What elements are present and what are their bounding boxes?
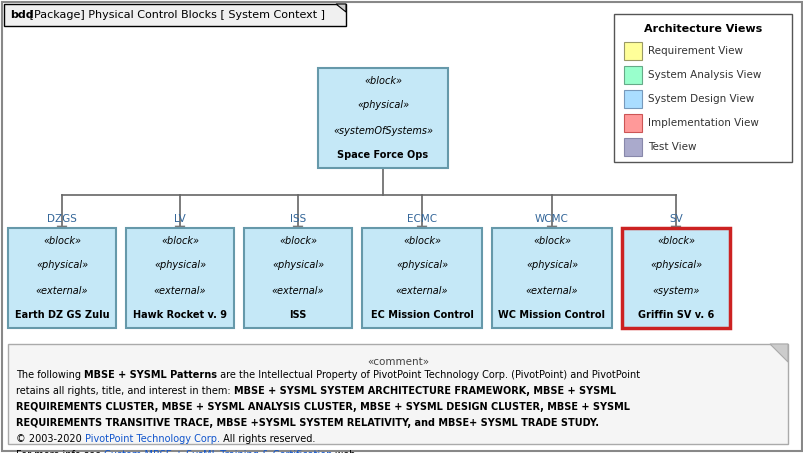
Text: «physical»: «physical» bbox=[525, 260, 577, 270]
Text: «block»: «block» bbox=[402, 236, 441, 246]
Polygon shape bbox=[336, 4, 345, 12]
FancyBboxPatch shape bbox=[126, 228, 234, 328]
FancyBboxPatch shape bbox=[8, 344, 787, 444]
Polygon shape bbox=[175, 226, 185, 234]
FancyBboxPatch shape bbox=[361, 228, 482, 328]
Text: EC Mission Control: EC Mission Control bbox=[370, 310, 473, 321]
Text: bdd: bdd bbox=[10, 10, 34, 20]
Text: REQUIREMENTS TRANSITIVE TRACE, MBSE +SYSML SYSTEM RELATIVITY, and MBSE+ SYSML TR: REQUIREMENTS TRANSITIVE TRACE, MBSE +SYS… bbox=[16, 418, 598, 428]
Text: «external»: «external» bbox=[271, 285, 324, 295]
Text: web.: web. bbox=[332, 450, 358, 453]
Text: retains all rights, title, and interest in them:: retains all rights, title, and interest … bbox=[16, 386, 234, 396]
Text: System Analysis View: System Analysis View bbox=[647, 70, 760, 80]
Text: © 2003-2020: © 2003-2020 bbox=[16, 434, 85, 444]
Text: «systemOfSystems»: «systemOfSystems» bbox=[332, 125, 433, 135]
FancyBboxPatch shape bbox=[623, 114, 642, 132]
Text: Requirement View: Requirement View bbox=[647, 46, 742, 56]
Text: MBSE + SYSML SYSTEM ARCHITECTURE FRAMEWORK, MBSE + SYSML: MBSE + SYSML SYSTEM ARCHITECTURE FRAMEWO… bbox=[234, 386, 615, 396]
Text: Earth DZ GS Zulu: Earth DZ GS Zulu bbox=[14, 310, 109, 321]
Text: WC Mission Control: WC Mission Control bbox=[498, 310, 605, 321]
FancyBboxPatch shape bbox=[318, 68, 447, 168]
Text: All rights reserved.: All rights reserved. bbox=[219, 434, 315, 444]
Text: The following: The following bbox=[16, 370, 84, 380]
Text: [Package] Physical Control Blocks [ System Context ]: [Package] Physical Control Blocks [ Syst… bbox=[26, 10, 324, 20]
Text: «comment»: «comment» bbox=[366, 357, 429, 367]
Text: «physical»: «physical» bbox=[271, 260, 324, 270]
Text: SV: SV bbox=[668, 214, 682, 224]
Polygon shape bbox=[292, 226, 303, 234]
Text: System Design View: System Design View bbox=[647, 94, 753, 104]
Text: «block»: «block» bbox=[656, 236, 694, 246]
FancyBboxPatch shape bbox=[243, 228, 352, 328]
Text: WCMC: WCMC bbox=[535, 214, 569, 224]
Text: LV: LV bbox=[174, 214, 185, 224]
Text: Implementation View: Implementation View bbox=[647, 118, 758, 128]
FancyBboxPatch shape bbox=[4, 4, 345, 26]
Text: Hawk Rocket v. 9: Hawk Rocket v. 9 bbox=[132, 310, 226, 321]
FancyBboxPatch shape bbox=[623, 90, 642, 108]
Text: «block»: «block» bbox=[532, 236, 570, 246]
Polygon shape bbox=[671, 226, 680, 234]
FancyBboxPatch shape bbox=[623, 138, 642, 156]
Text: «physical»: «physical» bbox=[36, 260, 88, 270]
Text: are the Intellectual Property of PivotPoint Technology Corp. (PivotPoint) and Pi: are the Intellectual Property of PivotPo… bbox=[217, 370, 639, 380]
Text: «system»: «system» bbox=[651, 285, 699, 295]
Text: «physical»: «physical» bbox=[357, 101, 409, 111]
Polygon shape bbox=[417, 226, 426, 234]
Text: Griffin SV v. 6: Griffin SV v. 6 bbox=[637, 310, 713, 321]
Text: «external»: «external» bbox=[153, 285, 206, 295]
FancyBboxPatch shape bbox=[613, 14, 791, 162]
Polygon shape bbox=[769, 344, 787, 362]
FancyBboxPatch shape bbox=[491, 228, 611, 328]
FancyBboxPatch shape bbox=[623, 66, 642, 84]
Text: REQUIREMENTS CLUSTER, MBSE + SYSML ANALYSIS CLUSTER, MBSE + SYSML DESIGN CLUSTER: REQUIREMENTS CLUSTER, MBSE + SYSML ANALY… bbox=[16, 402, 630, 412]
Text: «physical»: «physical» bbox=[153, 260, 206, 270]
FancyBboxPatch shape bbox=[622, 228, 729, 328]
Text: «physical»: «physical» bbox=[395, 260, 447, 270]
Text: Custom MBSE + SysML Training & Certification: Custom MBSE + SysML Training & Certifica… bbox=[104, 450, 332, 453]
Text: DZGS: DZGS bbox=[47, 214, 77, 224]
Text: «external»: «external» bbox=[35, 285, 88, 295]
Text: «block»: «block» bbox=[43, 236, 81, 246]
FancyBboxPatch shape bbox=[8, 228, 116, 328]
Text: ECMC: ECMC bbox=[406, 214, 437, 224]
FancyBboxPatch shape bbox=[623, 42, 642, 60]
Text: «block»: «block» bbox=[161, 236, 199, 246]
Text: Space Force Ops: Space Force Ops bbox=[337, 150, 428, 160]
Polygon shape bbox=[57, 226, 67, 234]
Text: ISS: ISS bbox=[290, 214, 306, 224]
Text: «external»: «external» bbox=[525, 285, 577, 295]
Text: Test View: Test View bbox=[647, 142, 695, 152]
Text: «physical»: «physical» bbox=[649, 260, 701, 270]
Text: PivotPoint Technology Corp.: PivotPoint Technology Corp. bbox=[85, 434, 219, 444]
Polygon shape bbox=[546, 226, 556, 234]
Text: ISS: ISS bbox=[289, 310, 306, 321]
Text: «external»: «external» bbox=[395, 285, 448, 295]
Text: Architecture Views: Architecture Views bbox=[643, 24, 761, 34]
Text: For more info see: For more info see bbox=[16, 450, 104, 453]
Text: «block»: «block» bbox=[364, 76, 402, 86]
Text: «block»: «block» bbox=[279, 236, 316, 246]
Text: MBSE + SYSML Patterns: MBSE + SYSML Patterns bbox=[84, 370, 217, 380]
